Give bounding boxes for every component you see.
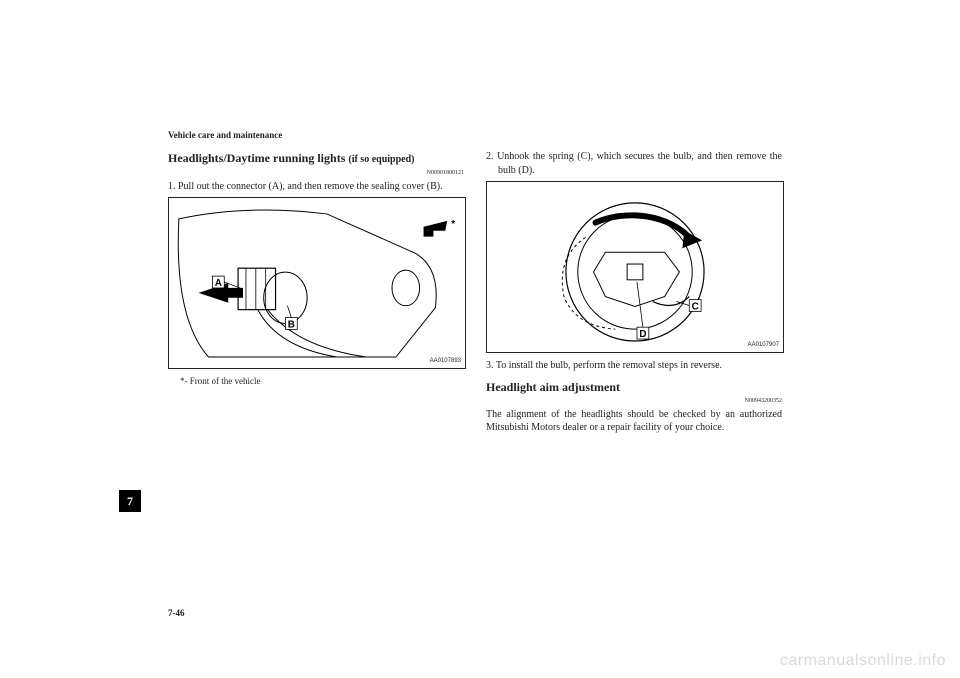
page-number: 7-46 [168,608,185,618]
left-column: Headlights/Daytime running lights (if so… [168,150,464,435]
label-b: B [288,319,295,330]
aim-body: The alignment of the headlights should b… [486,408,782,435]
step-2: 2. Unhook the spring (C), which secures … [486,150,782,177]
title-main: Headlights/Daytime running lights [168,151,345,165]
right-column: 2. Unhook the spring (C), which secures … [486,150,782,435]
label-a: A [215,278,222,289]
watermark: carmanualsonline.info [780,652,946,670]
step-3: 3. To install the bulb, perform the remo… [486,359,782,373]
step-1: 1. Pull out the connector (A), and then … [168,180,464,194]
manual-page: Vehicle care and maintenance Headlights/… [0,0,960,678]
label-d: D [639,329,646,340]
chapter-header: Vehicle care and maintenance [168,130,282,140]
section-title-aim: Headlight aim adjustment [486,379,782,395]
chapter-tab: 7 [119,490,141,512]
figure-2-svg: C D [487,182,783,352]
section-title-left: Headlights/Daytime running lights (if so… [168,150,464,167]
figure-1-svg: A B * [169,198,465,368]
figure-1-id: AA0107893 [430,357,461,365]
figure-2: C D AA0107907 [486,181,784,353]
content-columns: Headlights/Daytime running lights (if so… [168,150,782,435]
figure-2-id: AA0107907 [748,341,779,349]
doc-id-right: N00943200352 [486,397,782,405]
title-sub: (if so equipped) [348,154,414,165]
doc-id-left: N00901800121 [168,169,464,177]
label-c: C [692,301,699,312]
footnote-front: *- Front of the vehicle [180,375,464,387]
figure-1: A B * AA0107893 [168,197,466,369]
asterisk-mark: * [451,219,455,230]
